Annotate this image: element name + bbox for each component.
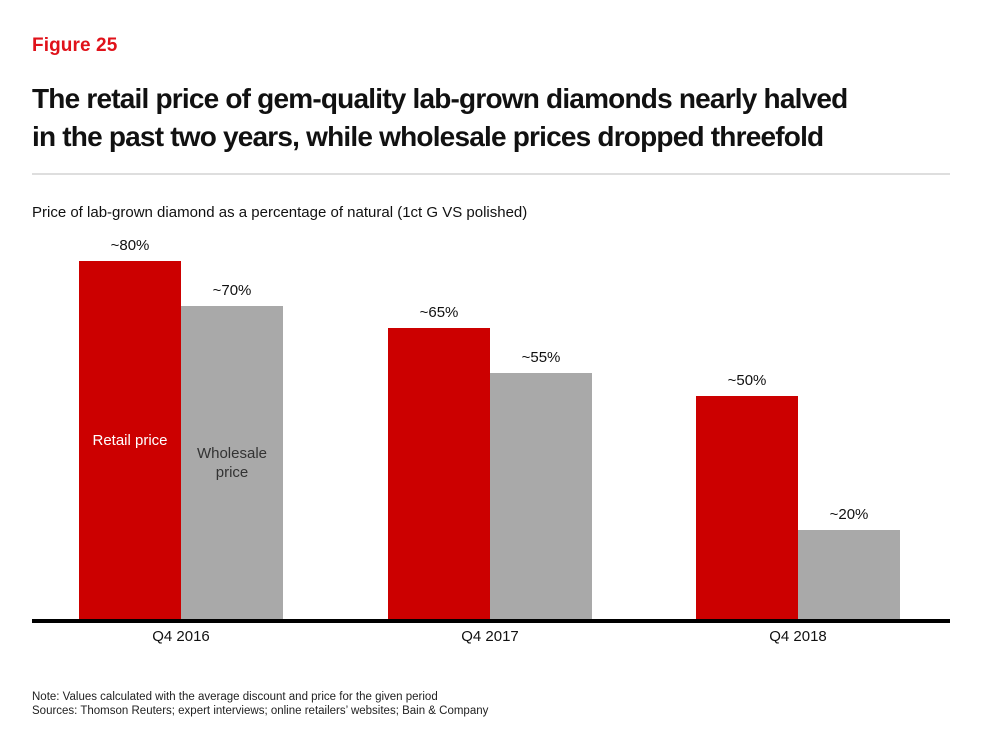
data-label-wholesale-price-q4-2016: ~70% <box>212 282 252 300</box>
series-label-wholesale-price: Wholesale price <box>196 444 268 481</box>
bar-retail-price-q4-2016: Retail price <box>79 261 181 619</box>
x-axis-line <box>32 619 950 623</box>
data-label-retail-price-q4-2016: ~80% <box>110 237 150 255</box>
data-label-wholesale-price-q4-2017: ~55% <box>521 349 561 367</box>
x-axis-label-q4-2017: Q4 2017 <box>461 628 519 645</box>
figure-title-line2: in the past two years, while wholesale p… <box>32 121 824 152</box>
bar-retail-price-q4-2018 <box>696 395 798 619</box>
bar-wholesale-price-q4-2016: Wholesale price <box>181 306 283 619</box>
data-label-retail-price-q4-2017: ~65% <box>419 304 459 322</box>
title-divider <box>32 173 950 175</box>
bar-retail-price-q4-2017 <box>388 328 490 619</box>
figure-title-line1: The retail price of gem-quality lab-grow… <box>32 83 848 114</box>
data-label-wholesale-price-q4-2018: ~20% <box>829 505 869 523</box>
bar-chart: Retail price ~80% Wholesale price ~70% Q4 20… <box>32 172 950 672</box>
bar-wholesale-price-q4-2017 <box>490 373 592 619</box>
chart-subtitle: Price of lab-grown diamond as a percenta… <box>32 204 528 221</box>
footnotes: Note: Values calculated with the average… <box>32 691 488 718</box>
series-label-retail-price: Retail price <box>92 431 168 449</box>
x-axis-label-q4-2018: Q4 2018 <box>769 628 827 645</box>
data-label-retail-price-q4-2018: ~50% <box>727 371 767 389</box>
x-axis-label-q4-2016: Q4 2016 <box>152 628 210 645</box>
figure-title: The retail price of gem-quality lab-grow… <box>32 80 972 156</box>
sources-line: Sources: Thomson Reuters; expert intervi… <box>32 704 489 717</box>
bar-wholesale-price-q4-2018 <box>798 529 900 619</box>
figure-label: Figure 25 <box>32 35 118 56</box>
note-line: Note: Values calculated with the average… <box>32 691 438 703</box>
